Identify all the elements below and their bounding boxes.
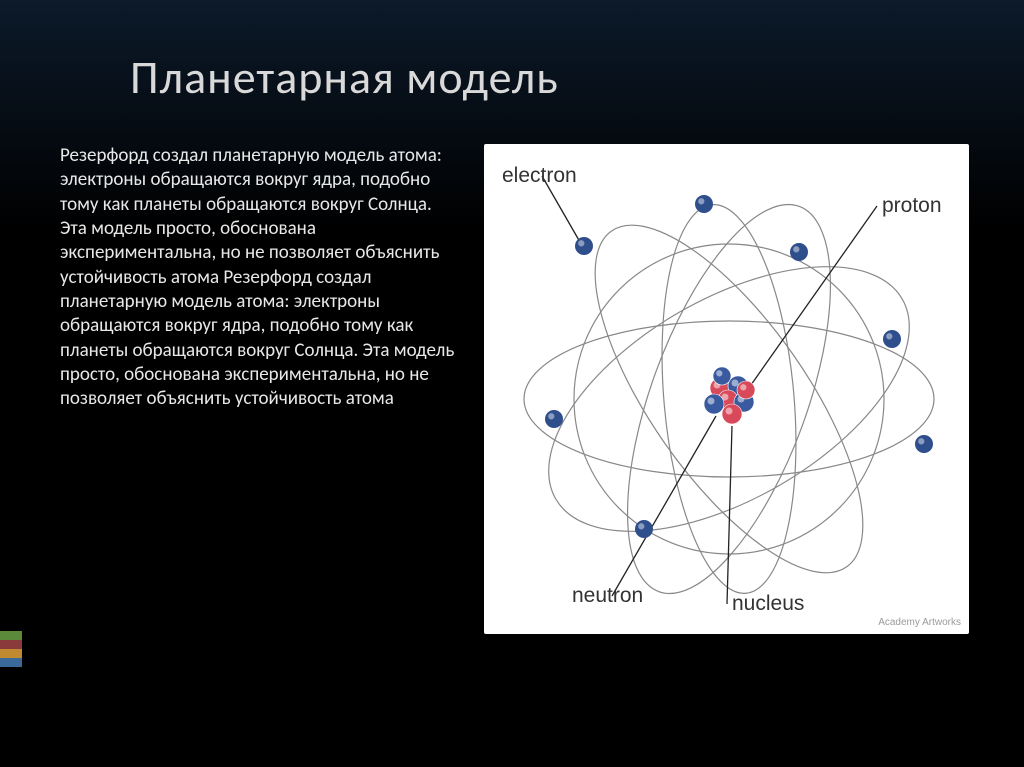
body-text: Резерфорд создал планетарную модель атом… <box>60 144 460 634</box>
electrons-group <box>545 195 933 538</box>
electron <box>575 237 593 255</box>
label-line <box>727 426 732 604</box>
electron <box>790 243 808 261</box>
electron <box>635 520 653 538</box>
electron <box>695 195 713 213</box>
atom-diagram-panel: electron proton neutron nucleus Academy Art… <box>484 144 969 634</box>
accent-bar <box>0 640 22 649</box>
nucleus-group <box>704 367 755 424</box>
accent-bar <box>0 649 22 658</box>
proton-particle <box>737 381 755 399</box>
atom-svg: electron proton neutron nucleus <box>484 144 969 634</box>
label-neutron: neutron <box>572 584 643 607</box>
electron <box>545 410 563 428</box>
image-credit: Academy Artworks <box>878 617 961 628</box>
label-lines <box>542 176 877 604</box>
accent-bar <box>0 658 22 667</box>
slide-title: Планетарная модель <box>130 50 984 106</box>
label-line <box>746 206 877 392</box>
electron <box>915 435 933 453</box>
accent-bars <box>0 631 22 667</box>
electron <box>883 330 901 348</box>
proton-particle <box>722 404 742 424</box>
neutron-particle <box>713 367 731 385</box>
slide: Планетарная модель Резерфорд создал план… <box>0 0 1024 767</box>
accent-bar <box>0 631 22 640</box>
neutron-particle <box>704 394 724 414</box>
label-electron: electron <box>502 164 577 187</box>
label-proton: proton <box>882 194 942 217</box>
content-row: Резерфорд создал планетарную модель атом… <box>40 144 984 634</box>
label-nucleus: nucleus <box>732 592 804 615</box>
